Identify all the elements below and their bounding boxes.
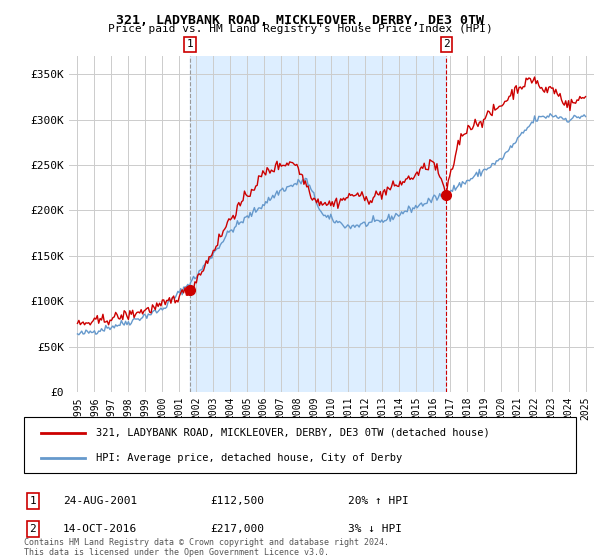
Text: Price paid vs. HM Land Registry's House Price Index (HPI): Price paid vs. HM Land Registry's House … bbox=[107, 24, 493, 34]
Text: 20% ↑ HPI: 20% ↑ HPI bbox=[348, 496, 409, 506]
Text: 321, LADYBANK ROAD, MICKLEOVER, DERBY, DE3 0TW: 321, LADYBANK ROAD, MICKLEOVER, DERBY, D… bbox=[116, 14, 484, 27]
Text: HPI: Average price, detached house, City of Derby: HPI: Average price, detached house, City… bbox=[96, 452, 402, 463]
Text: 1: 1 bbox=[29, 496, 37, 506]
Text: 2: 2 bbox=[29, 524, 37, 534]
FancyBboxPatch shape bbox=[24, 417, 576, 473]
Bar bbox=[190, 56, 446, 392]
Text: £112,500: £112,500 bbox=[210, 496, 264, 506]
Text: Contains HM Land Registry data © Crown copyright and database right 2024.
This d: Contains HM Land Registry data © Crown c… bbox=[24, 538, 389, 557]
Text: £217,000: £217,000 bbox=[210, 524, 264, 534]
Text: 3% ↓ HPI: 3% ↓ HPI bbox=[348, 524, 402, 534]
Text: 24-AUG-2001: 24-AUG-2001 bbox=[63, 496, 137, 506]
Text: 14-OCT-2016: 14-OCT-2016 bbox=[63, 524, 137, 534]
Text: 321, LADYBANK ROAD, MICKLEOVER, DERBY, DE3 0TW (detached house): 321, LADYBANK ROAD, MICKLEOVER, DERBY, D… bbox=[96, 428, 490, 438]
Text: 1: 1 bbox=[187, 39, 193, 49]
Text: 2: 2 bbox=[443, 39, 450, 49]
